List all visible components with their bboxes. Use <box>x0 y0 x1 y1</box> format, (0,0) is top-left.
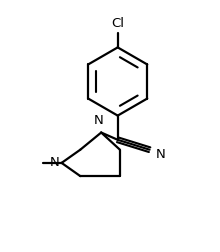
Text: N: N <box>156 147 166 160</box>
Text: N: N <box>94 114 104 127</box>
Text: Cl: Cl <box>111 17 124 30</box>
Text: N: N <box>50 155 59 168</box>
